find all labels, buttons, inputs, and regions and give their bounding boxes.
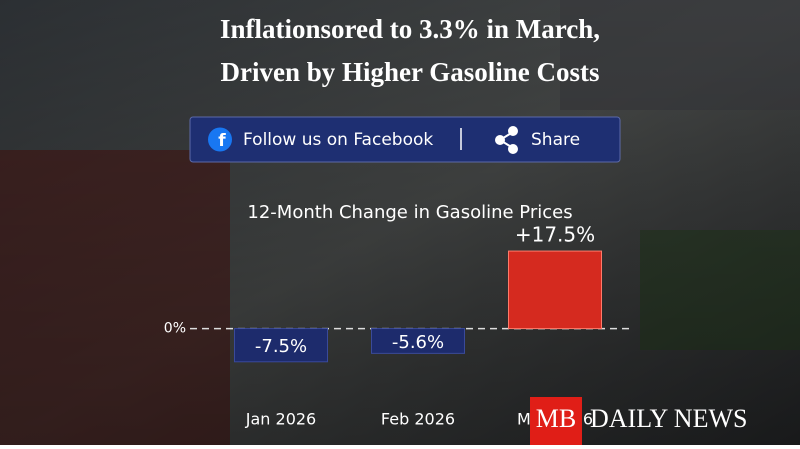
chart-title: 12-Month Change in Gasoline Prices — [247, 202, 572, 223]
plot: 0%-7.5%Jan 2026-5.6%Feb 2026+17.5%Mar 20… — [164, 223, 630, 429]
logo-mark: MB — [536, 404, 576, 433]
facebook-icon-glyph: f — [218, 131, 226, 151]
logo-mark-box — [530, 397, 582, 445]
facebook-icon[interactable] — [208, 127, 232, 152]
headline: Inflationsored to 3.3% in March, — [220, 14, 600, 44]
x-tick-label: Jan 2026 — [245, 410, 316, 429]
value-label: -7.5% — [255, 336, 307, 357]
bar — [234, 328, 328, 363]
value-label: -5.6% — [392, 332, 444, 353]
bar — [371, 328, 465, 354]
y-tick-label: 0% — [164, 321, 186, 337]
follow-button[interactable]: Follow us on Facebook — [243, 130, 433, 150]
value-label: +17.5% — [515, 223, 595, 247]
logo-name: DAILY NEWS — [590, 404, 747, 433]
share-button[interactable]: Share — [531, 130, 580, 150]
bar — [508, 250, 602, 330]
share-icon[interactable] — [495, 126, 518, 154]
headline: Driven by Higher Gasoline Costs — [220, 57, 599, 87]
x-tick-label: Feb 2026 — [381, 410, 455, 429]
